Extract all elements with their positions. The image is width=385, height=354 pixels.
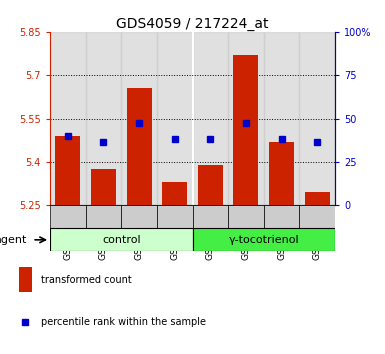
Bar [50, 32, 85, 205]
Bar [269, 142, 294, 205]
Bar [157, 32, 192, 205]
Bar [50, 228, 192, 251]
Bar [233, 55, 258, 205]
Text: γ-tocotrienol: γ-tocotrienol [228, 235, 299, 245]
Bar [228, 32, 264, 205]
Title: GDS4059 / 217224_at: GDS4059 / 217224_at [116, 17, 269, 31]
Bar [91, 169, 116, 205]
Text: percentile rank within the sample: percentile rank within the sample [41, 317, 206, 327]
Bar [192, 205, 228, 228]
Bar [192, 32, 228, 205]
Text: transformed count: transformed count [41, 275, 132, 285]
Bar [162, 182, 187, 205]
Bar [157, 205, 192, 228]
Text: agent: agent [0, 235, 27, 245]
Bar [19, 267, 32, 292]
Bar [264, 205, 300, 228]
Bar [300, 205, 335, 228]
Bar [300, 32, 335, 205]
Bar [55, 136, 80, 205]
Bar [85, 32, 121, 205]
Bar [264, 32, 300, 205]
Bar [50, 205, 85, 228]
Bar [127, 88, 152, 205]
Bar [121, 32, 157, 205]
Bar [198, 165, 223, 205]
Bar [85, 205, 121, 228]
Bar [121, 205, 157, 228]
Text: control: control [102, 235, 141, 245]
Bar [305, 192, 330, 205]
Bar [228, 205, 264, 228]
Bar [192, 228, 335, 251]
